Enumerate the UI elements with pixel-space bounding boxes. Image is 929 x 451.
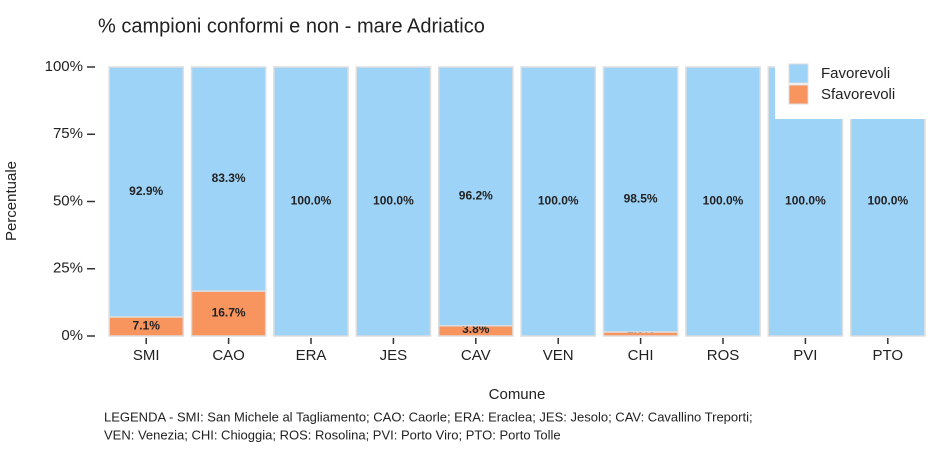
- data-label: 83.3%: [212, 171, 246, 185]
- caption: VEN: Venezia; CHI: Chioggia; ROS: Rosoli…: [104, 427, 561, 442]
- x-tick-label: VEN: [543, 347, 574, 364]
- x-tick-label: ERA: [296, 347, 327, 364]
- bar-segment: [520, 66, 597, 337]
- x-tick-label: PVI: [793, 347, 817, 364]
- x-tick-label: CHI: [628, 347, 654, 364]
- bar-segment: [602, 66, 679, 333]
- x-tick-label: ROS: [707, 347, 740, 364]
- y-tick-label: 50%: [53, 192, 83, 209]
- y-tick-label: 75%: [53, 125, 83, 142]
- y-tick-label: 100%: [45, 58, 83, 75]
- x-tick-label: JES: [380, 347, 408, 364]
- legend-key: [788, 63, 809, 84]
- x-tick-label: CAV: [461, 347, 491, 364]
- x-tick-label: CAO: [212, 347, 245, 364]
- data-label: 92.9%: [129, 184, 163, 198]
- data-label: 100.0%: [373, 194, 414, 208]
- data-label: 100.0%: [867, 194, 908, 208]
- bar-segment: [108, 66, 185, 318]
- caption: LEGENDA - SMI: San Michele al Tagliament…: [104, 409, 753, 424]
- data-label: 16.7%: [212, 306, 246, 320]
- x-tick-label: SMI: [133, 347, 160, 364]
- legend-label: Favorevoli: [821, 65, 890, 82]
- legend-label: Sfavorevoli: [821, 86, 895, 103]
- data-label: 100.0%: [785, 194, 826, 208]
- data-label: 100.0%: [538, 194, 579, 208]
- x-tick-label: PTO: [873, 347, 904, 364]
- bar-segment: [355, 66, 432, 337]
- data-label: 98.5%: [624, 192, 658, 206]
- legend-key: [788, 84, 809, 105]
- y-tick-label: 0%: [61, 327, 83, 344]
- data-label: 7.1%: [133, 319, 161, 333]
- data-label: 100.0%: [291, 194, 332, 208]
- chart-title: % campioni conformi e non - mare Adriati…: [98, 15, 485, 37]
- x-axis-title: Comune: [489, 386, 546, 403]
- data-label: 96.2%: [459, 189, 493, 203]
- bar-segment: [437, 66, 514, 327]
- bar-segment: [685, 66, 761, 337]
- bar-segment: [273, 66, 349, 337]
- y-tick-label: 25%: [53, 260, 83, 277]
- bar-segment: [190, 66, 267, 292]
- y-axis-title: Percentuale: [3, 161, 20, 241]
- data-label: 100.0%: [703, 194, 744, 208]
